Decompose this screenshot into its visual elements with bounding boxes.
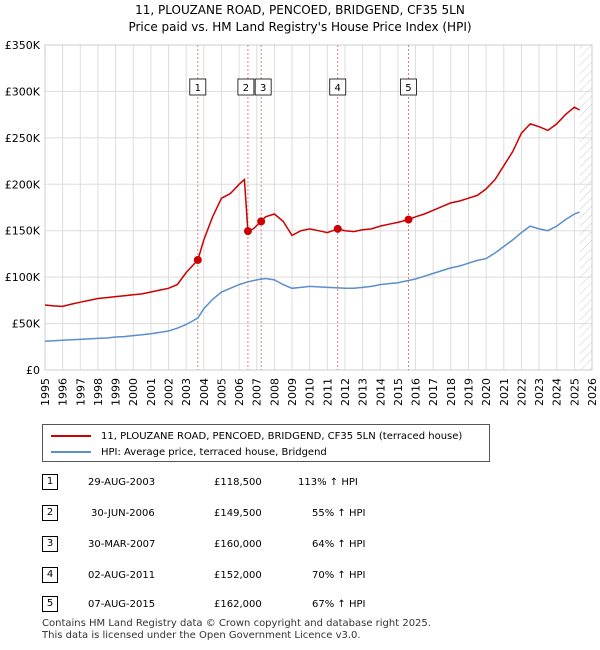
x-tick-label: 2005: [215, 378, 228, 406]
legend-item-hpi: HPI: Average price, terraced house, Brid…: [51, 445, 327, 459]
x-tick-label: 2000: [127, 378, 140, 406]
y-tick-label: £300K: [5, 85, 41, 98]
legend-swatch-property: [51, 435, 91, 437]
sale-label: 4: [335, 83, 341, 94]
sale-label: 3: [260, 83, 266, 94]
sale-number: 3: [42, 536, 58, 552]
property-series-line: [44, 106, 580, 308]
x-tick-label: 2002: [163, 378, 176, 406]
x-tick-label: 2024: [551, 378, 564, 406]
x-tick-label: 2019: [462, 378, 475, 406]
x-tick-label: 1999: [110, 378, 123, 406]
x-tick-label: 2013: [357, 378, 370, 406]
sale-number: 1: [42, 474, 58, 490]
sale-number: 4: [42, 567, 58, 583]
future-shading: [579, 45, 592, 370]
sale-price: £152,000: [214, 570, 262, 581]
x-tick-label: 2012: [339, 378, 352, 406]
hpi-series-line: [44, 211, 580, 342]
sale-price: £118,500: [214, 477, 262, 488]
sale-date: 30-JUN-2006: [91, 508, 155, 519]
sale-label-box: [237, 78, 255, 96]
y-tick-label: £350K: [5, 39, 41, 52]
y-tick-label: £150K: [5, 225, 41, 238]
x-tick-label: 1996: [57, 378, 70, 406]
sale-hpi: 70% ↑ HPI: [312, 570, 366, 581]
sale-hpi: 55% ↑ HPI: [312, 508, 366, 519]
x-tick-label: 2008: [268, 378, 281, 406]
x-tick-label: 2007: [251, 378, 264, 406]
table-row: 5 07-AUG-2015 £162,000 67% ↑ HPI: [42, 596, 402, 614]
x-tick-label: 2003: [180, 378, 193, 406]
x-tick-label: 2017: [427, 378, 440, 406]
sale-hpi: 64% ↑ HPI: [312, 539, 366, 550]
sale-price: £160,000: [214, 539, 262, 550]
sale-number: 2: [42, 505, 58, 521]
x-tick-label: 2016: [410, 378, 423, 406]
price-chart: 11, PLOUZANE ROAD, PENCOED, BRIDGEND, CF…: [5, 3, 599, 406]
y-tick-label: £0: [26, 364, 40, 377]
legend-item-property: 11, PLOUZANE ROAD, PENCOED, BRIDGEND, CF…: [51, 429, 462, 443]
x-tick-label: 1997: [74, 378, 87, 406]
x-tick-label: 2014: [374, 378, 387, 406]
chart-subtitle: Price paid vs. HM Land Registry's House …: [128, 20, 471, 34]
x-tick-label: 2001: [145, 378, 158, 406]
x-tick-label: 2025: [568, 378, 581, 406]
footer-license: This data is licensed under the Open Gov…: [42, 630, 361, 641]
x-tick-label: 2018: [445, 378, 458, 406]
sale-point: [193, 255, 202, 264]
sale-label-box: [189, 78, 207, 96]
sale-date: 29-AUG-2003: [88, 477, 156, 488]
x-tick-label: 2006: [233, 378, 246, 406]
sale-number: 5: [42, 596, 58, 612]
sale-label: 2: [243, 83, 249, 94]
sale-label-box: [329, 78, 347, 96]
sale-point: [243, 227, 252, 236]
sale-price: £149,500: [214, 508, 262, 519]
y-tick-label: £50K: [12, 318, 41, 331]
x-tick-label: 2011: [321, 378, 334, 406]
chart-title: 11, PLOUZANE ROAD, PENCOED, BRIDGEND, CF…: [135, 3, 465, 17]
x-tick-label: 2023: [533, 378, 546, 406]
x-tick-label: 1995: [39, 378, 52, 406]
table-row: 2 30-JUN-2006 £149,500 55% ↑ HPI: [42, 505, 402, 523]
footer-copyright: Contains HM Land Registry data © Crown c…: [42, 618, 431, 629]
table-row: 3 30-MAR-2007 £160,000 64% ↑ HPI: [42, 536, 402, 554]
sale-date: 07-AUG-2015: [88, 599, 156, 610]
legend: 11, PLOUZANE ROAD, PENCOED, BRIDGEND, CF…: [42, 424, 490, 462]
table-row: 4 02-AUG-2011 £152,000 70% ↑ HPI: [42, 567, 402, 585]
sale-point: [404, 215, 413, 224]
legend-swatch-hpi: [51, 451, 91, 453]
x-tick-label: 2020: [480, 378, 493, 406]
sale-label-box: [254, 78, 272, 96]
sale-price: £162,000: [214, 599, 262, 610]
x-tick-label: 2009: [286, 378, 299, 406]
legend-label-hpi: HPI: Average price, terraced house, Brid…: [101, 446, 327, 458]
x-tick-label: 2021: [498, 378, 511, 406]
footer: Contains HM Land Registry data © Crown c…: [42, 618, 431, 642]
sale-point: [333, 224, 342, 233]
sale-label: 1: [195, 83, 201, 94]
sale-hpi: 67% ↑ HPI: [312, 599, 366, 610]
sale-hpi: 113% ↑ HPI: [298, 477, 358, 488]
x-tick-label: 2010: [304, 378, 317, 406]
sale-label: 5: [405, 83, 411, 94]
x-tick-label: 2015: [392, 378, 405, 406]
plot-frame: [44, 44, 593, 371]
x-tick-label: 2026: [586, 378, 599, 406]
x-tick-label: 1998: [92, 378, 105, 406]
x-tick-label: 2004: [198, 378, 211, 406]
y-tick-label: £200K: [5, 178, 41, 191]
y-tick-label: £100K: [5, 271, 41, 284]
legend-label-property: 11, PLOUZANE ROAD, PENCOED, BRIDGEND, CF…: [101, 430, 463, 442]
y-tick-label: £250K: [5, 132, 41, 145]
sale-label-box: [400, 78, 417, 96]
x-tick-label: 2022: [515, 378, 528, 406]
sale-point: [257, 217, 266, 226]
table-row: 1 29-AUG-2003 £118,500 113% ↑ HPI: [42, 474, 402, 492]
sale-date: 02-AUG-2011: [88, 570, 156, 581]
sale-date: 30-MAR-2007: [88, 539, 156, 550]
